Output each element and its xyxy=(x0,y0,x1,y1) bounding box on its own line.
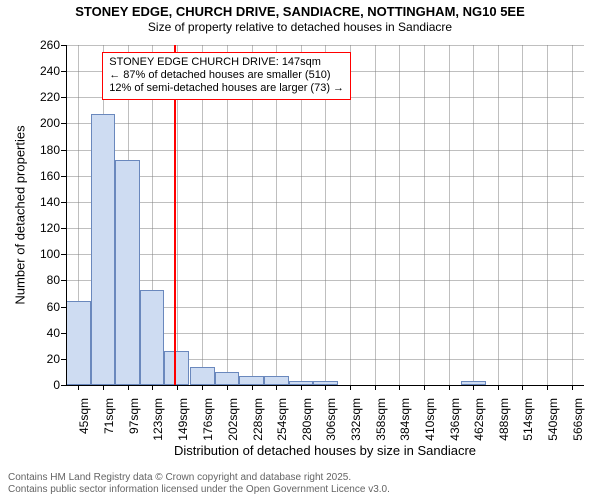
histogram-bar xyxy=(140,290,165,385)
xtick-label: 436sqm xyxy=(448,398,462,441)
xtick-label: 228sqm xyxy=(251,398,265,441)
chart-footer: Contains HM Land Registry data © Crown c… xyxy=(8,472,390,496)
xtick-label: 410sqm xyxy=(423,398,437,441)
x-axis-label: Distribution of detached houses by size … xyxy=(174,443,476,458)
xtick-label: 71sqm xyxy=(102,398,116,434)
xtick-label: 384sqm xyxy=(398,398,412,441)
xtick-label: 462sqm xyxy=(472,398,486,441)
histogram-bar xyxy=(164,351,189,385)
gridline-v xyxy=(375,45,376,385)
histogram-bar xyxy=(239,376,264,385)
y-axis-line xyxy=(66,45,67,385)
xtick-label: 202sqm xyxy=(226,398,240,441)
xtick-label: 97sqm xyxy=(127,398,141,434)
gridline-v xyxy=(522,45,523,385)
xtick-label: 280sqm xyxy=(300,398,314,441)
gridline-v xyxy=(449,45,450,385)
xtick-label: 540sqm xyxy=(546,398,560,441)
xtick-label: 306sqm xyxy=(324,398,338,441)
xtick-label: 514sqm xyxy=(521,398,535,441)
gridline-v xyxy=(547,45,548,385)
chart-subtitle: Size of property relative to detached ho… xyxy=(0,20,600,35)
xtick-label: 488sqm xyxy=(497,398,511,441)
xtick-label: 123sqm xyxy=(151,398,165,441)
xtick-label: 45sqm xyxy=(77,398,91,434)
xtick-label: 332sqm xyxy=(349,398,363,441)
gridline-v xyxy=(498,45,499,385)
gridline-v xyxy=(399,45,400,385)
footer-line: Contains HM Land Registry data © Crown c… xyxy=(8,472,390,484)
histogram-bar xyxy=(264,376,289,385)
annotation-line: 12% of semi-detached houses are larger (… xyxy=(109,82,344,95)
histogram-bar xyxy=(91,114,116,385)
histogram-bar xyxy=(115,160,140,385)
chart-title: STONEY EDGE, CHURCH DRIVE, SANDIACRE, NO… xyxy=(0,4,600,20)
histogram-bar xyxy=(66,301,91,385)
y-axis-label: Number of detached properties xyxy=(13,125,28,304)
xtick-label: 358sqm xyxy=(374,398,388,441)
xtick-label: 566sqm xyxy=(571,398,585,441)
xtick-label: 254sqm xyxy=(275,398,289,441)
histogram-bar xyxy=(215,372,240,385)
histogram-bar xyxy=(190,367,215,385)
annotation-box: STONEY EDGE CHURCH DRIVE: 147sqm← 87% of… xyxy=(102,52,351,101)
histogram-plot: 02040608010012014016018020022024026045sq… xyxy=(66,45,584,385)
gridline-v xyxy=(473,45,474,385)
chart-title-block: STONEY EDGE, CHURCH DRIVE, SANDIACRE, NO… xyxy=(0,4,600,35)
x-axis-line xyxy=(66,385,584,386)
gridline-v xyxy=(572,45,573,385)
xtick-label: 176sqm xyxy=(201,398,215,441)
gridline-v xyxy=(424,45,425,385)
annotation-line: ← 87% of detached houses are smaller (51… xyxy=(109,69,344,82)
annotation-line: STONEY EDGE CHURCH DRIVE: 147sqm xyxy=(109,56,344,69)
footer-line: Contains public sector information licen… xyxy=(8,484,390,496)
xtick-label: 149sqm xyxy=(176,398,190,441)
